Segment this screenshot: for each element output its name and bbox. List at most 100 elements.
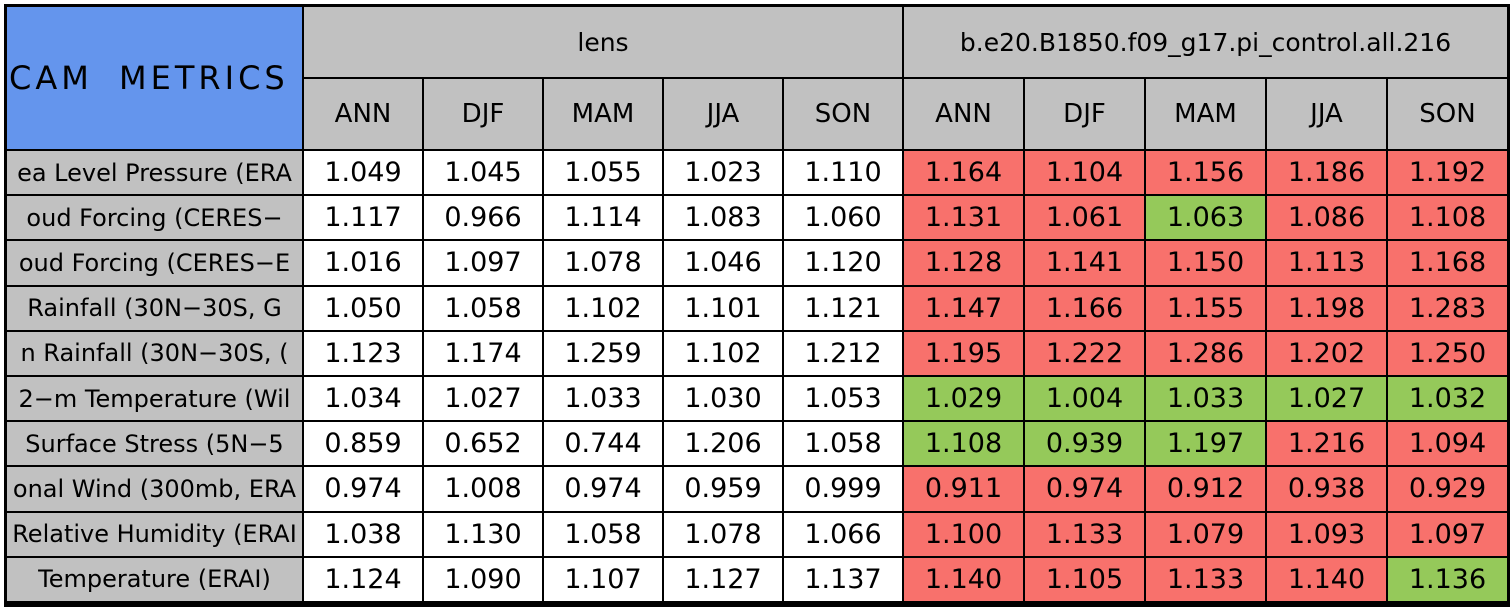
model-value-cell: 0.938 <box>1267 467 1386 511</box>
model-value-cell: 1.140 <box>904 557 1023 601</box>
metric-label: 2−m Temperature (Wil <box>7 376 302 421</box>
lens-value-cell: 0.974 <box>544 467 662 511</box>
lens-value-cell: 0.652 <box>424 422 542 466</box>
lens-value-cell: 1.130 <box>424 512 542 556</box>
model-value-cell: 1.086 <box>1267 196 1386 240</box>
model-value-cell: 1.108 <box>904 422 1023 466</box>
model-value-cell: 1.283 <box>1388 286 1507 330</box>
model-value-cell: 0.939 <box>1025 422 1144 466</box>
season-header-ann-model: ANN <box>904 79 1023 149</box>
lens-value-cell: 1.049 <box>304 151 422 195</box>
model-value-cell: 1.250 <box>1388 331 1507 375</box>
lens-value-cell: 1.038 <box>304 512 422 556</box>
lens-value-cell: 1.137 <box>784 557 902 601</box>
metric-label: ea Level Pressure (ERA <box>7 151 302 195</box>
model-value-cell: 0.911 <box>904 467 1023 511</box>
lens-value-cell: 1.127 <box>664 557 782 601</box>
model-value-cell: 1.063 <box>1146 196 1265 240</box>
lens-value-cell: 1.110 <box>784 151 902 195</box>
lens-value-cell: 1.078 <box>544 241 662 285</box>
lens-value-cell: 0.974 <box>304 467 422 511</box>
lens-value-cell: 1.259 <box>544 331 662 375</box>
model-value-cell: 1.195 <box>904 331 1023 375</box>
model-value-cell: 1.216 <box>1267 422 1386 466</box>
model-value-cell: 1.029 <box>904 376 1023 421</box>
model-value-cell: 1.061 <box>1025 196 1144 240</box>
model-value-cell: 1.202 <box>1267 331 1386 375</box>
metric-label: oud Forcing (CERES−E <box>7 241 302 285</box>
lens-value-cell: 1.045 <box>424 151 542 195</box>
season-header-ann-lens: ANN <box>304 79 422 149</box>
model-value-cell: 1.133 <box>1025 512 1144 556</box>
lens-value-cell: 1.123 <box>304 331 422 375</box>
lens-value-cell: 1.114 <box>544 196 662 240</box>
lens-value-cell: 1.121 <box>784 286 902 330</box>
lens-value-cell: 1.046 <box>664 241 782 285</box>
model-value-cell: 1.147 <box>904 286 1023 330</box>
model-value-cell: 1.150 <box>1146 241 1265 285</box>
lens-value-cell: 1.090 <box>424 557 542 601</box>
model-value-cell: 1.004 <box>1025 376 1144 421</box>
model-value-cell: 1.136 <box>1388 557 1507 601</box>
model-value-cell: 1.097 <box>1388 512 1507 556</box>
lens-value-cell: 0.959 <box>664 467 782 511</box>
lens-value-cell: 1.027 <box>424 376 542 421</box>
season-header-son-model: SON <box>1388 79 1507 149</box>
model-value-cell: 1.027 <box>1267 376 1386 421</box>
model-value-cell: 1.131 <box>904 196 1023 240</box>
model-value-cell: 1.164 <box>904 151 1023 195</box>
season-header-jja-model: JJA <box>1267 79 1386 149</box>
season-header-mam-model: MAM <box>1146 79 1265 149</box>
model-value-cell: 1.079 <box>1146 512 1265 556</box>
lens-value-cell: 1.023 <box>664 151 782 195</box>
model-value-cell: 1.166 <box>1025 286 1144 330</box>
model-value-cell: 1.222 <box>1025 331 1144 375</box>
column-group-lens: lens <box>304 7 902 77</box>
lens-value-cell: 1.008 <box>424 467 542 511</box>
lens-value-cell: 1.124 <box>304 557 422 601</box>
model-value-cell: 1.094 <box>1388 422 1507 466</box>
lens-value-cell: 1.053 <box>784 376 902 421</box>
metric-label: onal Wind (300mb, ERA <box>7 467 302 511</box>
lens-value-cell: 1.030 <box>664 376 782 421</box>
table-title: CAM METRICS <box>7 7 302 149</box>
season-header-mam-lens: MAM <box>544 79 662 149</box>
lens-value-cell: 1.058 <box>424 286 542 330</box>
lens-value-cell: 1.016 <box>304 241 422 285</box>
model-value-cell: 1.108 <box>1388 196 1507 240</box>
season-header-djf-lens: DJF <box>424 79 542 149</box>
lens-value-cell: 1.107 <box>544 557 662 601</box>
lens-value-cell: 1.033 <box>544 376 662 421</box>
season-header-djf-model: DJF <box>1025 79 1144 149</box>
lens-value-cell: 1.066 <box>784 512 902 556</box>
lens-value-cell: 1.117 <box>304 196 422 240</box>
lens-value-cell: 1.055 <box>544 151 662 195</box>
model-value-cell: 1.104 <box>1025 151 1144 195</box>
model-value-cell: 1.032 <box>1388 376 1507 421</box>
lens-value-cell: 0.859 <box>304 422 422 466</box>
lens-value-cell: 1.083 <box>664 196 782 240</box>
lens-value-cell: 0.744 <box>544 422 662 466</box>
lens-value-cell: 1.102 <box>664 331 782 375</box>
model-value-cell: 1.186 <box>1267 151 1386 195</box>
model-value-cell: 1.093 <box>1267 512 1386 556</box>
metric-label: Temperature (ERAI) <box>7 557 302 601</box>
lens-value-cell: 1.120 <box>784 241 902 285</box>
lens-value-cell: 1.101 <box>664 286 782 330</box>
model-value-cell: 1.197 <box>1146 422 1265 466</box>
lens-value-cell: 1.206 <box>664 422 782 466</box>
season-header-son-lens: SON <box>784 79 902 149</box>
metric-label: oud Forcing (CERES− <box>7 196 302 240</box>
season-header-jja-lens: JJA <box>664 79 782 149</box>
lens-value-cell: 1.078 <box>664 512 782 556</box>
metric-label: Surface Stress (5N−5 <box>7 422 302 466</box>
lens-value-cell: 1.050 <box>304 286 422 330</box>
model-value-cell: 0.929 <box>1388 467 1507 511</box>
lens-value-cell: 1.060 <box>784 196 902 240</box>
model-value-cell: 1.141 <box>1025 241 1144 285</box>
model-value-cell: 1.286 <box>1146 331 1265 375</box>
lens-value-cell: 0.966 <box>424 196 542 240</box>
model-value-cell: 1.156 <box>1146 151 1265 195</box>
model-value-cell: 1.128 <box>904 241 1023 285</box>
metric-label: Relative Humidity (ERAI <box>7 512 302 556</box>
